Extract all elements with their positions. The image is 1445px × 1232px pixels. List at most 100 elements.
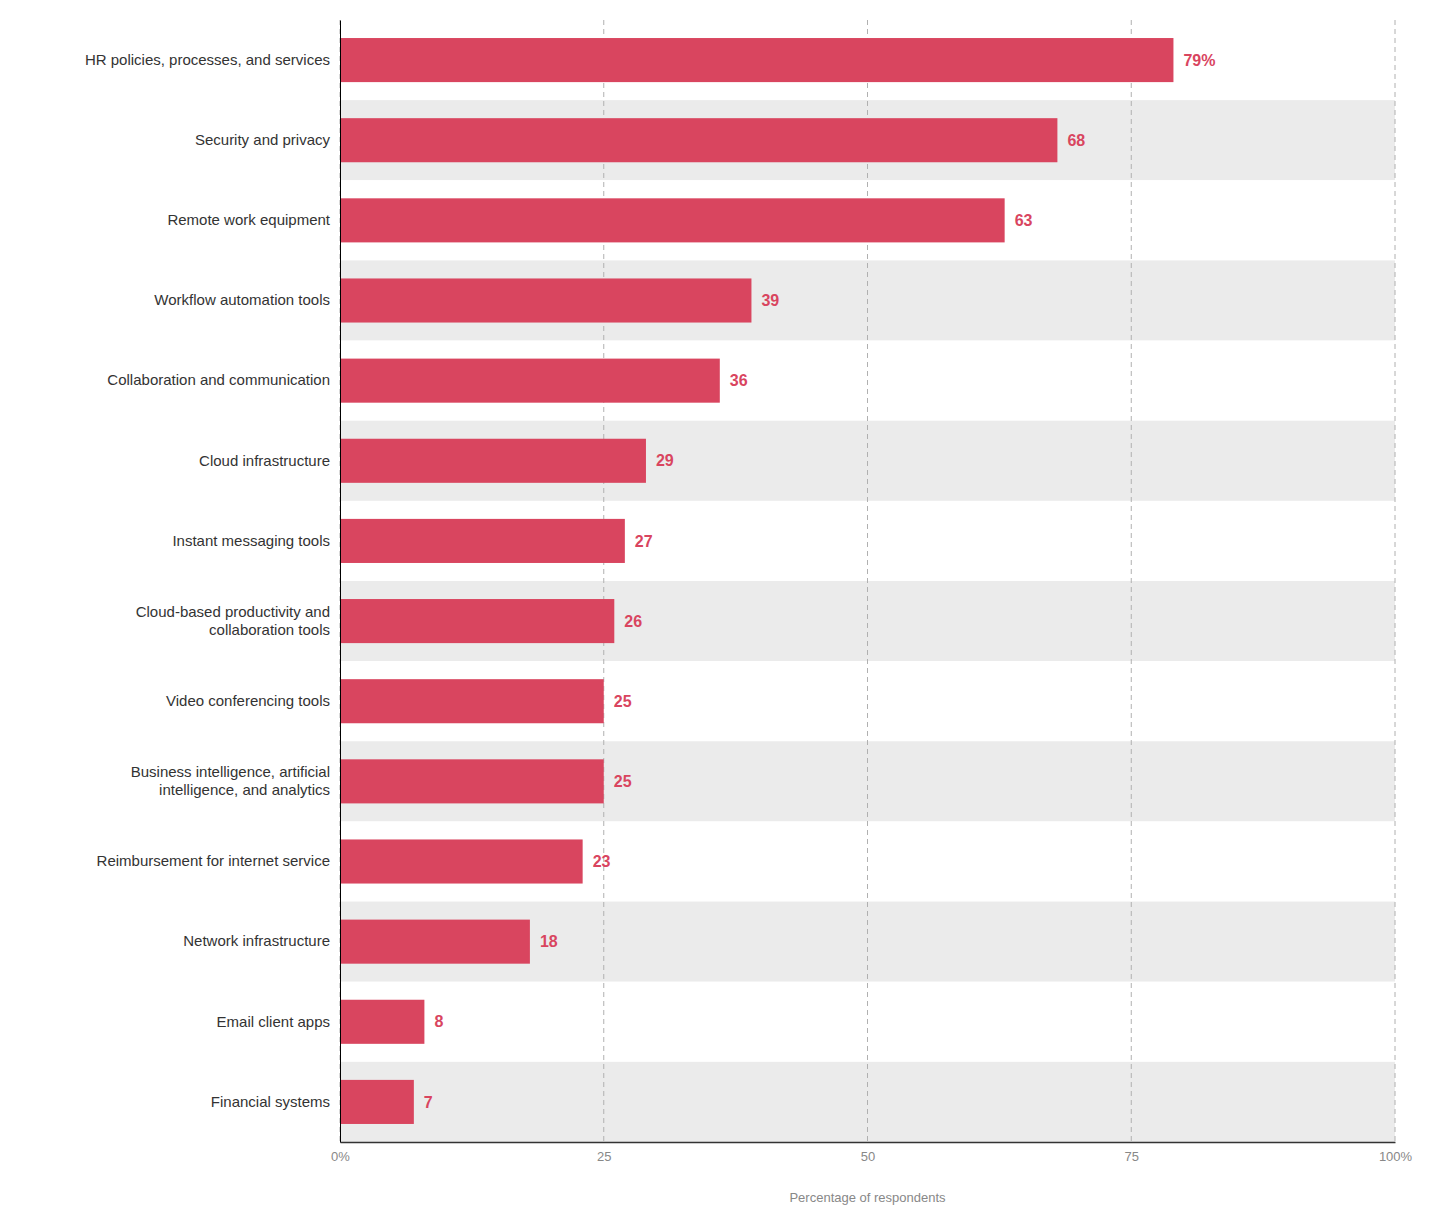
y-tick-label: Cloud infrastructure	[199, 452, 330, 469]
y-tick: Remote work equipment	[167, 211, 340, 228]
y-tick-label-line: Email client apps	[217, 1013, 330, 1030]
row-bands	[340, 20, 1395, 1142]
data-label: 68	[1067, 132, 1085, 149]
data-label: 25	[614, 693, 632, 710]
y-tick-label-line: HR policies, processes, and services	[85, 51, 330, 68]
y-tick: Network infrastructure	[183, 932, 340, 949]
y-tick: Video conferencing tools	[166, 692, 340, 709]
data-label: 25	[614, 773, 632, 790]
y-tick: Cloud infrastructure	[199, 452, 340, 469]
y-tick: Cloud-based productivity andcollaboratio…	[136, 603, 340, 638]
y-tick-label-line: Financial systems	[211, 1093, 330, 1110]
y-tick: Financial systems	[211, 1093, 340, 1110]
bar	[340, 1000, 424, 1044]
x-tick: 50	[861, 1142, 875, 1164]
grid	[340, 20, 1395, 1142]
x-tick: 0%	[331, 1142, 350, 1164]
data-label: 36	[730, 372, 748, 389]
y-tick-label: Reimbursement for internet service	[97, 852, 330, 869]
y-tick-label: Network infrastructure	[183, 932, 330, 949]
row-band	[340, 501, 1395, 581]
y-tick-label-line: Reimbursement for internet service	[97, 852, 330, 869]
x-tick: 75	[1125, 1142, 1139, 1164]
grid-line	[1395, 20, 1396, 1142]
y-tick-label: Cloud-based productivity andcollaboratio…	[136, 603, 330, 638]
y-tick-label-line: Cloud infrastructure	[199, 452, 330, 469]
y-tick: Reimbursement for internet service	[97, 852, 340, 869]
y-tick-label-line: collaboration tools	[209, 621, 330, 638]
bar	[340, 118, 1057, 162]
y-tick-label-line: Security and privacy	[195, 131, 331, 148]
data-labels: 79%686339362927262525231887	[424, 52, 1216, 1111]
data-label: 39	[761, 292, 779, 309]
y-tick-label-line: Remote work equipment	[167, 211, 330, 228]
bar	[340, 839, 583, 883]
y-tick: Security and privacy	[195, 131, 340, 148]
x-axis-title: Percentage of respondents	[789, 1190, 946, 1205]
y-tick-label-line: Video conferencing tools	[166, 692, 330, 709]
y-tick-label-line: Instant messaging tools	[172, 532, 330, 549]
y-tick: Business intelligence, artificialintelli…	[131, 763, 340, 798]
row-band	[340, 661, 1395, 741]
bar	[340, 439, 646, 483]
x-tick: 100%	[1379, 1142, 1413, 1164]
grid-line	[867, 20, 868, 1142]
x-tick: 25	[597, 1142, 611, 1164]
bar	[340, 278, 751, 322]
y-tick: Email client apps	[217, 1013, 340, 1030]
y-tick: Workflow automation tools	[154, 291, 340, 308]
y-axis-line	[340, 21, 341, 1143]
grid-line	[1131, 20, 1132, 1142]
chart-svg: 79%6863393629272625252318870%255075100%H…	[0, 0, 1445, 1232]
data-label: 27	[635, 533, 653, 550]
y-tick-label-line: Cloud-based productivity and	[136, 603, 330, 620]
y-tick-label: Workflow automation tools	[154, 291, 330, 308]
y-tick: Collaboration and communication	[107, 371, 340, 388]
bar	[340, 759, 604, 803]
data-label: 79%	[1183, 52, 1215, 69]
y-tick: Instant messaging tools	[172, 532, 340, 549]
y-tick-label-line: Network infrastructure	[183, 932, 330, 949]
y-tick-label-line: intelligence, and analytics	[159, 781, 330, 798]
data-label: 26	[624, 613, 642, 630]
y-axis: HR policies, processes, and services Secu…	[85, 21, 341, 1143]
bar	[340, 599, 614, 643]
data-label: 18	[540, 933, 558, 950]
bar	[340, 679, 604, 723]
y-tick-label: Instant messaging tools	[172, 532, 330, 549]
bar	[340, 1080, 414, 1124]
y-tick-label-line: Workflow automation tools	[154, 291, 330, 308]
bar	[340, 920, 530, 964]
y-tick-label: HR policies, processes, and services	[85, 51, 330, 68]
bar	[340, 359, 720, 403]
data-label: 7	[424, 1094, 433, 1111]
y-tick-label: Collaboration and communication	[107, 371, 330, 388]
x-tick-label: 75	[1125, 1149, 1139, 1164]
x-axis-line	[341, 1142, 1396, 1144]
data-label: 29	[656, 452, 674, 469]
row-band	[340, 581, 1395, 661]
x-axis: 0% 25 50 75 100%	[331, 1142, 1412, 1164]
bar	[340, 519, 625, 563]
y-tick-label: Business intelligence, artificialintelli…	[131, 763, 330, 798]
y-tick-label: Email client apps	[217, 1013, 330, 1030]
grid-line	[603, 20, 604, 1142]
y-tick-label-line: Business intelligence, artificial	[131, 763, 330, 780]
bar	[340, 38, 1173, 82]
y-tick-label: Financial systems	[211, 1093, 330, 1110]
data-label: 63	[1015, 212, 1033, 229]
y-tick-label-line: Collaboration and communication	[107, 371, 330, 388]
data-label: 23	[593, 853, 611, 870]
y-tick-label: Video conferencing tools	[166, 692, 330, 709]
grid-line	[340, 20, 341, 1142]
y-tick-label: Security and privacy	[195, 131, 331, 148]
x-tick-label: 25	[597, 1149, 611, 1164]
x-tick-label: 0%	[331, 1149, 350, 1164]
x-tick-label: 50	[861, 1149, 875, 1164]
bar	[340, 198, 1005, 242]
y-tick-label: Remote work equipment	[167, 211, 330, 228]
x-tick-label: 100%	[1379, 1149, 1413, 1164]
bars	[340, 38, 1173, 1124]
plot-area: 79%6863393629272625252318870%255075100%H…	[85, 20, 1413, 1205]
y-tick: HR policies, processes, and services	[85, 51, 340, 68]
